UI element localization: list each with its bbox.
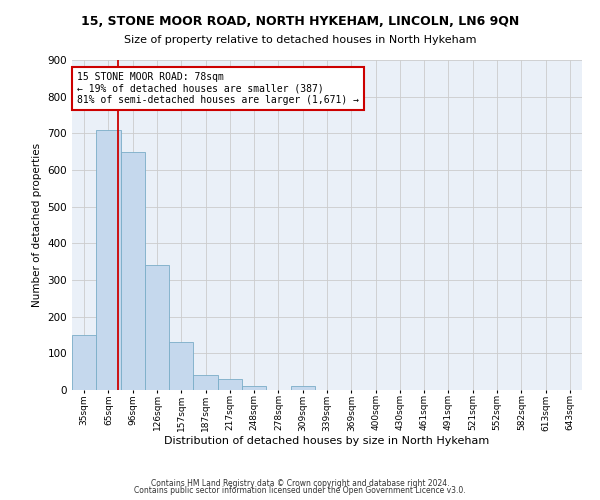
Bar <box>193 376 218 390</box>
Bar <box>290 386 315 390</box>
Y-axis label: Number of detached properties: Number of detached properties <box>32 143 42 307</box>
Bar <box>72 335 96 390</box>
Bar <box>96 130 121 390</box>
Bar <box>145 266 169 390</box>
Bar <box>169 342 193 390</box>
X-axis label: Distribution of detached houses by size in North Hykeham: Distribution of detached houses by size … <box>164 436 490 446</box>
Text: Contains HM Land Registry data © Crown copyright and database right 2024.: Contains HM Land Registry data © Crown c… <box>151 478 449 488</box>
Text: 15 STONE MOOR ROAD: 78sqm
← 19% of detached houses are smaller (387)
81% of semi: 15 STONE MOOR ROAD: 78sqm ← 19% of detac… <box>77 72 359 105</box>
Text: Contains public sector information licensed under the Open Government Licence v3: Contains public sector information licen… <box>134 486 466 495</box>
Bar <box>121 152 145 390</box>
Bar <box>218 379 242 390</box>
Text: Size of property relative to detached houses in North Hykeham: Size of property relative to detached ho… <box>124 35 476 45</box>
Bar <box>242 386 266 390</box>
Text: 15, STONE MOOR ROAD, NORTH HYKEHAM, LINCOLN, LN6 9QN: 15, STONE MOOR ROAD, NORTH HYKEHAM, LINC… <box>81 15 519 28</box>
